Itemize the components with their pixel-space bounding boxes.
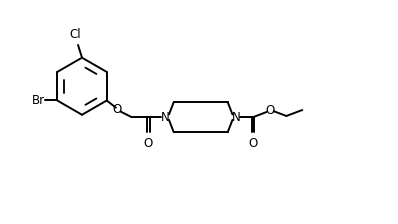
Text: N: N	[161, 111, 170, 124]
Text: Br: Br	[31, 94, 45, 107]
Text: O: O	[144, 137, 153, 150]
Text: N: N	[232, 111, 241, 124]
Text: Cl: Cl	[69, 28, 81, 41]
Text: O: O	[265, 103, 274, 116]
Text: O: O	[112, 103, 121, 116]
Text: O: O	[248, 137, 258, 150]
